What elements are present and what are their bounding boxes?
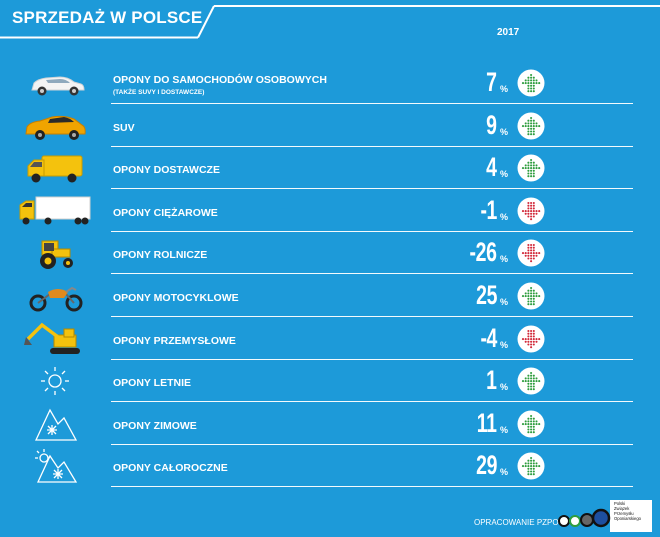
percent-unit: % (500, 169, 509, 180)
footer-credit: OPRACOWANIE PZPO (474, 518, 559, 527)
row-divider (111, 103, 633, 104)
trend-down-arrow-icon (517, 197, 545, 225)
pzpo-logo-icon (558, 500, 652, 532)
change-value: 7 (486, 67, 498, 97)
trend-up-arrow-icon (517, 367, 545, 395)
sun-icon (18, 361, 92, 401)
pzpo-logo-text: Polski Związek Przemysłu Oponiarskiego (614, 501, 641, 521)
car-icon (18, 63, 92, 103)
sun-snow-mountain-icon (18, 446, 92, 486)
category-row: OPONY ZIMOWE 11% (0, 404, 660, 446)
category-row: SUV 9% (0, 106, 660, 148)
category-row: OPONY MOTOCYKLOWE 25% (0, 276, 660, 318)
row-divider (111, 273, 633, 275)
category-row: OPONY CIĘŻAROWE -1% (0, 191, 660, 233)
trend-up-arrow-icon (517, 112, 545, 140)
excavator-icon (18, 319, 92, 359)
category-label: OPONY ROLNICZE (113, 249, 208, 262)
trend-up-arrow-icon (517, 282, 545, 310)
category-label: OPONY ZIMOWE (113, 419, 197, 432)
category-label: OPONY PRZEMYSŁOWE (113, 334, 236, 347)
trend-up-arrow-icon (517, 410, 545, 438)
motorcycle-icon (18, 276, 92, 316)
year-column-header: 2017 (497, 27, 520, 38)
row-divider (111, 230, 633, 232)
category-row: OPONY ROLNICZE -26% (0, 233, 660, 275)
category-label: OPONY MOTOCYKLOWE (113, 292, 239, 304)
percent-unit: % (500, 211, 509, 222)
category-label: OPONY LETNIE (113, 377, 191, 390)
row-divider (111, 443, 633, 445)
category-label: OPONY DOSTAWCZE (113, 164, 220, 177)
change-value: -26 (469, 237, 497, 268)
trend-down-arrow-icon (517, 325, 545, 353)
trend-up-arrow-icon (517, 452, 545, 480)
logo-line: Przemysłu (614, 511, 634, 516)
change-value: 29 (476, 450, 497, 481)
category-sublabel: (TAKŻE SUVY I DOSTAWCZE) (113, 89, 205, 96)
snow-mountain-icon (18, 404, 92, 444)
suv-icon (18, 106, 92, 146)
category-label: SUV (113, 121, 135, 134)
change-value: -1 (480, 194, 497, 225)
percent-unit: % (500, 382, 509, 393)
change-value: 11 (477, 407, 497, 438)
percent-unit: % (500, 467, 509, 478)
change-value: 1 (486, 365, 498, 396)
row-divider (111, 316, 633, 317)
change-value: 9 (486, 109, 498, 140)
percent-unit: % (500, 126, 509, 137)
category-row: OPONY PRZEMYSŁOWE -4% (0, 319, 660, 361)
percent-unit: % (500, 254, 509, 265)
row-divider (111, 145, 633, 147)
row-divider (111, 401, 633, 403)
percent-unit: % (500, 339, 509, 350)
category-label: OPONY CAŁOROCZNE (113, 462, 228, 475)
trend-up-arrow-icon (517, 154, 545, 182)
change-value: -4 (480, 322, 497, 353)
row-divider (111, 188, 633, 190)
title-frame (0, 5, 660, 39)
row-divider (111, 486, 633, 488)
row-divider (111, 358, 633, 360)
logo-line: Związek (614, 506, 630, 511)
category-label: OPONY CIĘŻAROWE (113, 206, 218, 219)
trend-up-arrow-icon (517, 69, 545, 97)
change-value: 25 (476, 280, 497, 310)
truck-icon (18, 191, 92, 231)
page-title: SPRZEDAŻ W POLSCE (12, 8, 203, 27)
percent-unit: % (500, 297, 509, 307)
tractor-icon (18, 233, 92, 273)
category-label: OPONY DO SAMOCHODÓW OSOBOWYCH (113, 74, 327, 86)
van-icon (18, 148, 92, 188)
percent-unit: % (500, 84, 509, 94)
trend-down-arrow-icon (517, 239, 545, 267)
logo-line: Oponiarskiego (614, 516, 642, 521)
category-row: OPONY LETNIE 1% (0, 361, 660, 403)
change-value: 4 (486, 152, 498, 183)
category-row: OPONY DO SAMOCHODÓW OSOBOWYCH (TAKŻE SUVY… (0, 63, 660, 105)
category-row: OPONY CAŁOROCZNE 29% (0, 446, 660, 488)
category-row: OPONY DOSTAWCZE 4% (0, 148, 660, 190)
percent-unit: % (500, 424, 509, 435)
logo-line: Polski (614, 501, 626, 506)
